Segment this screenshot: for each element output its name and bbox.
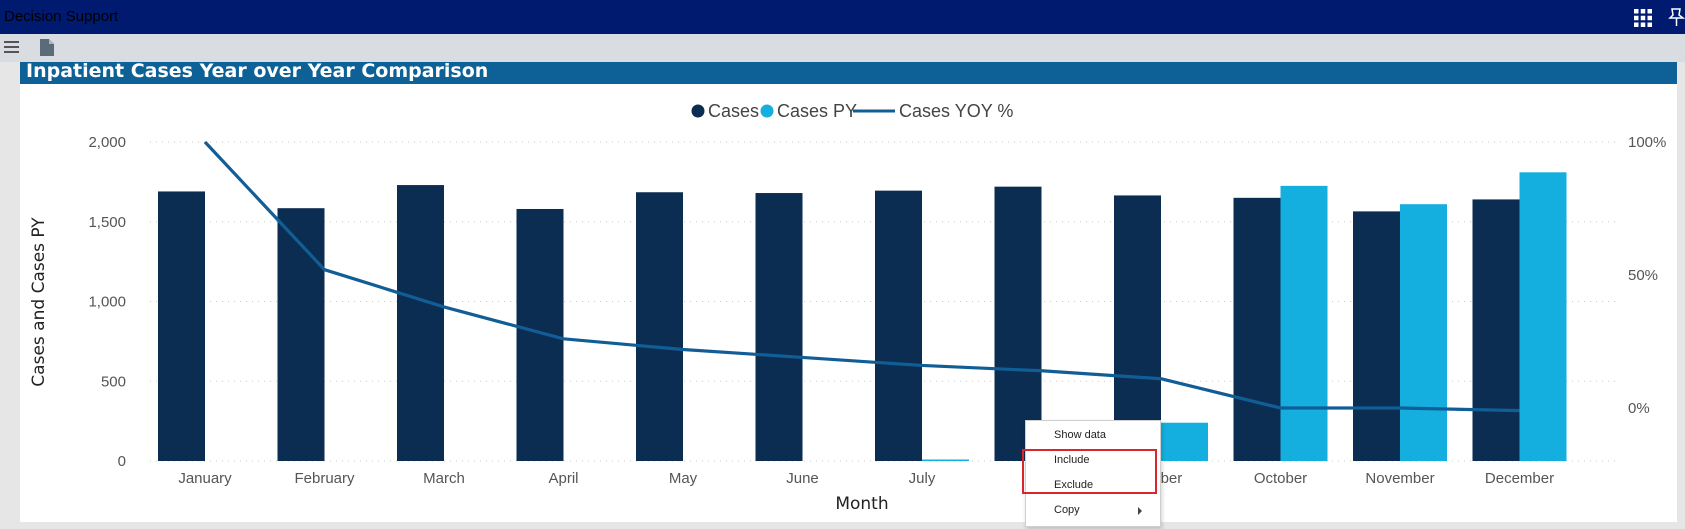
highlight-annotation [1022,449,1157,494]
submenu-arrow-icon [1138,507,1142,515]
x-tick-label: December [1485,470,1554,487]
bar-cases-py [1519,172,1567,461]
menu-item-include[interactable]: Include [1054,454,1090,466]
x-tick-label: November [1365,470,1434,487]
legend-label-cases-py: Cases PY [777,101,857,121]
bar-cases [755,193,803,462]
apps-grid-icon[interactable] [1634,9,1652,27]
y-tick-label: 500 [101,373,126,390]
bar-cases [1353,211,1400,461]
menu-item-exclude[interactable]: Exclude [1054,479,1094,491]
bar-cases [277,208,325,461]
x-tick-label: March [423,470,465,487]
yoy-line [203,140,1520,413]
x-tick-label: January [178,470,232,487]
bar-cases [636,192,683,461]
yoy-line-layer [203,140,1520,413]
x-tick-label: July [909,470,936,487]
axis-labels: 0 500 1,000 1,500 2,000 0% 50% 100% January Febru… [29,134,1666,514]
x-tick-label: May [669,470,698,487]
bar-cases [1114,195,1161,461]
context-menu: Show data Include Exclude Copy [1025,420,1161,527]
legend-marker-cases-py [760,104,774,118]
x-tick-label: October [1254,470,1307,487]
y-tick-label: 0 [118,453,126,470]
bar-cases-py [922,459,969,461]
bar-cases [516,208,564,461]
bar-cases-py [1161,422,1208,461]
chart-title-bar [20,62,1677,84]
legend-label-cases: Cases [708,101,759,121]
bar-cases [397,185,444,461]
y-tick-label: 2,000 [88,134,126,151]
app-title: Decision Support [4,8,119,25]
y2-tick-label: 50% [1628,267,1658,284]
y-tick-label: 1,500 [88,214,126,231]
hamburger-menu-icon[interactable] [4,40,20,54]
legend-label-yoy: Cases YOY % [899,101,1013,121]
x-tick-label: April [548,470,578,487]
page-icon[interactable] [40,39,54,56]
pin-icon[interactable] [1668,7,1685,27]
bar-cases [875,190,922,461]
x-tick-label: February [294,470,355,487]
menu-item-copy[interactable]: Copy [1054,504,1080,516]
y-axis-title: Cases and Cases PY [29,217,49,387]
report-toolbar [0,34,1685,62]
bar-cases [1472,199,1520,462]
legend-marker-cases [691,104,705,118]
y2-tick-label: 100% [1628,134,1666,151]
bar-cases-py [1400,204,1447,461]
menu-item-show-data[interactable]: Show data [1054,429,1106,441]
chart-title: Inpatient Cases Year over Year Compariso… [26,60,489,82]
app-header [0,0,1685,34]
bar-cases [994,186,1042,461]
x-axis-title: Month [835,494,888,514]
y-tick-label: 1,000 [88,294,126,311]
chart-legend: Cases Cases PY Cases YOY % [691,101,1013,121]
bar-cases-py [1280,185,1328,462]
x-tick-label: June [786,470,819,487]
bars [158,172,1567,462]
bar-cases [158,191,205,461]
bar-cases [1233,197,1281,461]
y2-tick-label: 0% [1628,400,1650,417]
